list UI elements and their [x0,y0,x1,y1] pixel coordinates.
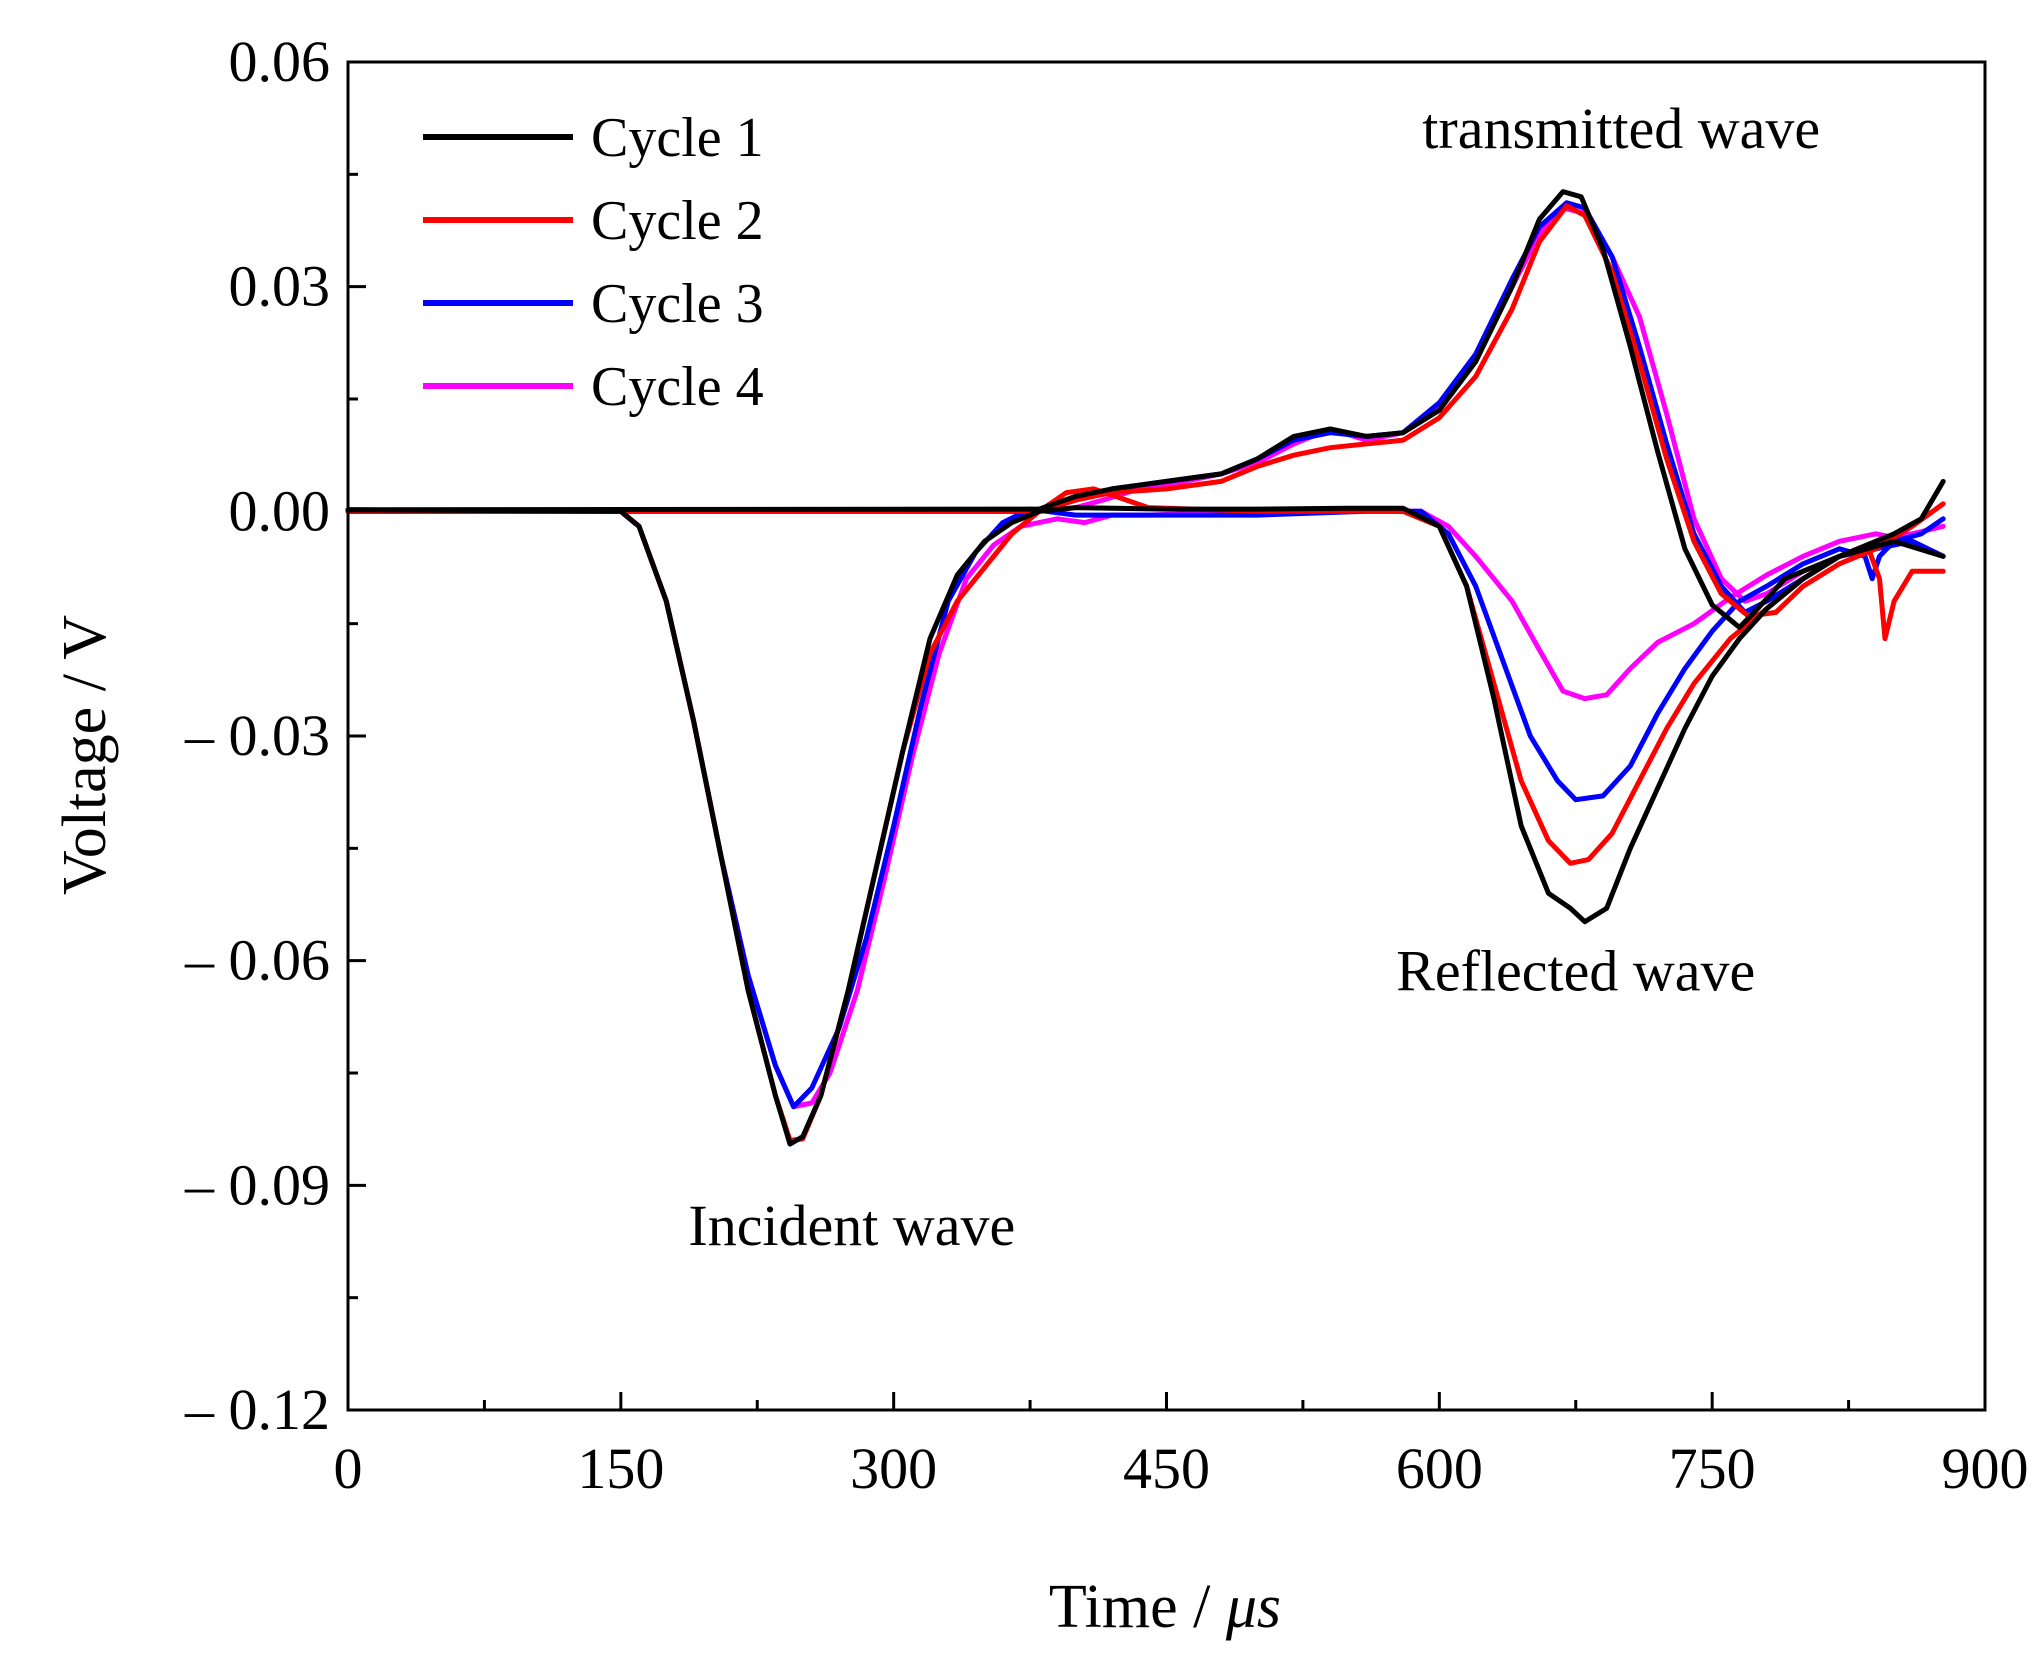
series-line-cycle-3-transmitted [345,200,1946,615]
y-tick-label: – 0.09 [184,1152,330,1217]
plot-lines [345,189,1946,1147]
annotation-transmitted-wave: transmitted wave [1422,96,1820,161]
legend-label-cycle-1: Cycle 1 [591,107,764,169]
legend: Cycle 1 Cycle 2 Cycle 3 Cycle 4 [423,107,764,418]
legend-label-cycle-3: Cycle 3 [591,273,764,335]
y-tick-labels: 0.06 0.03 0.00 – 0.03 – 0.06 – 0.09 – 0.12 [184,29,330,1442]
x-tick-label: 900 [1942,1436,2029,1501]
x-tick-label: 750 [1669,1436,1756,1501]
x-tick-label: 300 [850,1436,937,1501]
series-line-cycle-1-incident [345,505,1946,1147]
series-line-cycle-3-incident [345,506,1946,1110]
annotations: transmitted wave Reflected wave Incident w… [688,96,1820,1258]
series-line-cycle-1-transmitted [345,189,1946,630]
plot-frame [346,60,1987,1412]
axis-ticks [346,60,1987,1412]
x-tick-label: 150 [577,1436,664,1501]
y-tick-label: – 0.06 [184,928,330,993]
y-tick-label: 0.00 [229,478,331,543]
y-tick-label: 0.03 [229,254,331,319]
y-tick-label: 0.06 [229,29,331,94]
legend-label-cycle-4: Cycle 4 [591,356,764,418]
y-axis-title: Voltage / V [51,615,119,895]
x-tick-label: 600 [1396,1436,1483,1501]
x-tick-labels: 0 150 300 450 600 750 900 [334,1436,2029,1501]
series-line-cycle-4-transmitted [345,205,1946,604]
x-tick-label: 450 [1123,1436,1210,1501]
legend-label-cycle-2: Cycle 2 [591,190,764,252]
annotation-incident-wave: Incident wave [688,1193,1015,1258]
y-tick-label: – 0.12 [184,1377,330,1442]
annotation-reflected-wave: Reflected wave [1396,939,1755,1004]
x-axis-title: Time / μs [1049,1573,1281,1641]
series-line-cycle-4-incident [345,508,1946,1110]
y-tick-label: – 0.03 [184,703,330,768]
series-line-cycle-2-transmitted [345,203,1946,619]
x-tick-label: 0 [334,1436,363,1501]
